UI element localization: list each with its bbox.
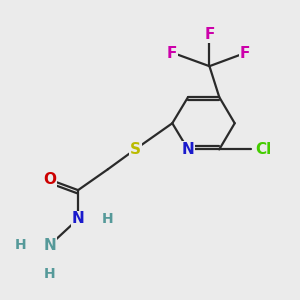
Text: H: H bbox=[15, 238, 27, 252]
Text: N: N bbox=[72, 212, 84, 226]
Text: Cl: Cl bbox=[256, 142, 272, 157]
Text: H: H bbox=[44, 266, 56, 280]
Text: F: F bbox=[167, 46, 178, 61]
Text: F: F bbox=[204, 27, 214, 42]
Text: N: N bbox=[44, 238, 56, 253]
Text: F: F bbox=[240, 46, 250, 61]
Text: O: O bbox=[43, 172, 56, 187]
Text: S: S bbox=[130, 142, 141, 157]
Text: N: N bbox=[182, 142, 194, 157]
Text: H: H bbox=[102, 212, 113, 226]
